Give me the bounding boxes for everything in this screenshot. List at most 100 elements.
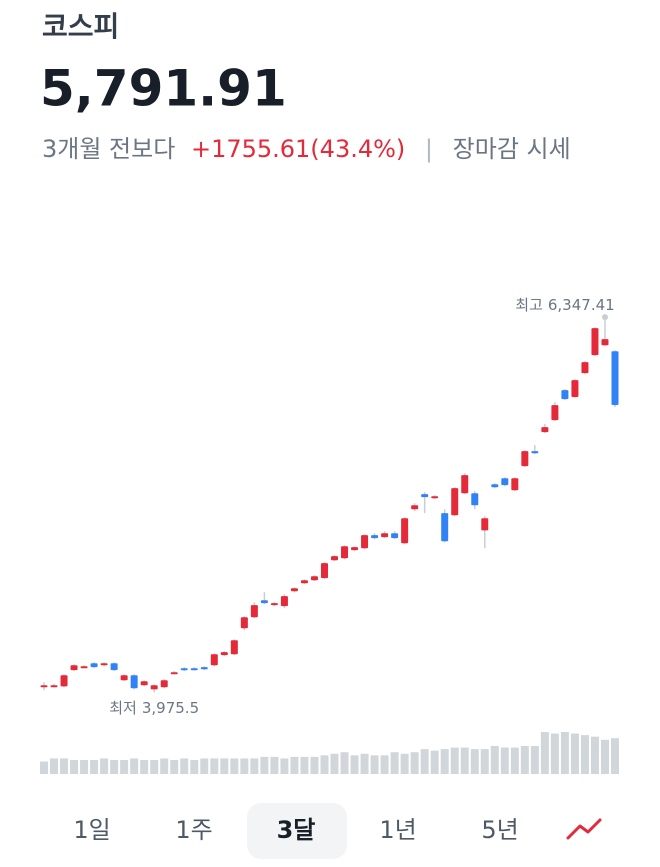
volume-bar bbox=[450, 747, 459, 774]
low-note-text: 최저 bbox=[109, 699, 137, 717]
volume-bar bbox=[230, 758, 239, 774]
volume-bar bbox=[460, 747, 469, 774]
candle-body bbox=[381, 533, 389, 538]
candle-body bbox=[170, 672, 178, 675]
separator: | bbox=[425, 135, 433, 163]
candle-body bbox=[561, 390, 569, 400]
candle-body bbox=[220, 652, 228, 656]
volume-bar bbox=[110, 760, 119, 774]
volume-bar bbox=[300, 756, 309, 774]
candle-body bbox=[250, 605, 258, 618]
volume-bar bbox=[130, 758, 139, 774]
tab[interactable]: 5년 bbox=[481, 816, 518, 844]
candle-body bbox=[521, 451, 529, 467]
high-dot bbox=[601, 314, 608, 321]
volume-bar bbox=[180, 758, 189, 774]
candle-body bbox=[290, 588, 298, 592]
candle-body bbox=[431, 496, 439, 499]
high-note-text: 최고 bbox=[515, 296, 543, 314]
candle-body bbox=[210, 654, 218, 666]
candle-body bbox=[371, 535, 379, 539]
tab[interactable]: 1년 bbox=[379, 816, 416, 844]
tab[interactable]: 1일 bbox=[73, 816, 110, 844]
candle-body bbox=[391, 533, 399, 539]
candle-body bbox=[451, 488, 459, 516]
volume-bar bbox=[400, 753, 409, 774]
volume-bar bbox=[590, 736, 599, 774]
candle-body bbox=[90, 663, 98, 668]
candle-body bbox=[130, 675, 138, 689]
candle-body bbox=[270, 603, 278, 606]
candle-body bbox=[471, 493, 479, 506]
volume-bar bbox=[90, 760, 99, 774]
volume-bar bbox=[250, 758, 259, 774]
candle-body bbox=[140, 681, 148, 686]
candle-body bbox=[361, 535, 369, 549]
volume-bar bbox=[170, 760, 179, 774]
volume-bar bbox=[340, 752, 349, 774]
volume-bar bbox=[430, 750, 439, 774]
volume-bar bbox=[100, 758, 109, 774]
candle-body bbox=[441, 513, 449, 542]
candle-body bbox=[461, 475, 469, 494]
volume-bar bbox=[470, 749, 479, 774]
high-note: 최고 6,347.41 bbox=[515, 296, 614, 314]
volume-bar bbox=[310, 756, 319, 774]
candle-body bbox=[110, 663, 118, 671]
volume-bar bbox=[600, 739, 609, 774]
chart-type-toggle[interactable] bbox=[566, 818, 602, 840]
volume-bar bbox=[140, 760, 149, 774]
volume-bar bbox=[420, 749, 429, 774]
candle-body bbox=[571, 380, 579, 398]
volume-bar bbox=[580, 735, 589, 774]
volume-bar bbox=[70, 760, 79, 774]
volume-bar bbox=[160, 758, 169, 774]
candle-body bbox=[40, 685, 48, 688]
volume-bar bbox=[520, 746, 529, 774]
low-note: 최저 3,975.5 bbox=[109, 699, 199, 717]
volume-bar bbox=[280, 758, 289, 774]
volume-bar bbox=[150, 760, 159, 774]
candle-body bbox=[491, 484, 499, 488]
candle-body bbox=[351, 547, 359, 551]
candle-body bbox=[511, 478, 519, 491]
tab-selected-bg bbox=[247, 803, 347, 859]
candle-body bbox=[501, 478, 509, 486]
volume-bar bbox=[530, 746, 539, 774]
volume-bar bbox=[360, 753, 369, 774]
volume-bar bbox=[611, 738, 619, 774]
change-line: 3개월 전보다 +1755.61(43.4%) | 장마감 시세 bbox=[42, 135, 571, 163]
candle-body bbox=[331, 556, 339, 561]
tab[interactable]: 3달 bbox=[277, 816, 316, 844]
volume-bar bbox=[500, 747, 509, 774]
candle-body bbox=[80, 666, 88, 669]
volume-bar bbox=[550, 733, 559, 774]
candle-body bbox=[260, 600, 268, 604]
candle-body bbox=[230, 640, 238, 655]
candle-body bbox=[341, 546, 349, 559]
candle-body bbox=[531, 451, 539, 454]
volume-bar bbox=[540, 732, 549, 774]
volume-bar bbox=[200, 758, 209, 774]
period-tabs: 1일 1주 3달 1년 5년 bbox=[73, 803, 519, 859]
volume-bar bbox=[290, 756, 299, 774]
volume-bar bbox=[480, 749, 489, 774]
volume-bar bbox=[560, 732, 569, 774]
volume-bar bbox=[410, 752, 419, 774]
candle-body bbox=[611, 351, 619, 405]
candle-body bbox=[120, 675, 128, 681]
volume-bar bbox=[350, 755, 359, 774]
candle-body bbox=[320, 563, 328, 579]
volume-bar bbox=[270, 756, 279, 774]
volume-bar bbox=[330, 753, 339, 774]
candle-body bbox=[300, 580, 308, 584]
volume-bar bbox=[40, 761, 48, 774]
volume-bar bbox=[50, 758, 59, 774]
tab[interactable]: 1주 bbox=[175, 816, 212, 844]
candle-body bbox=[421, 494, 429, 498]
volume-bar bbox=[260, 756, 269, 774]
candle-body bbox=[180, 668, 188, 671]
candle-body bbox=[160, 680, 168, 688]
volume-bar bbox=[370, 755, 379, 774]
